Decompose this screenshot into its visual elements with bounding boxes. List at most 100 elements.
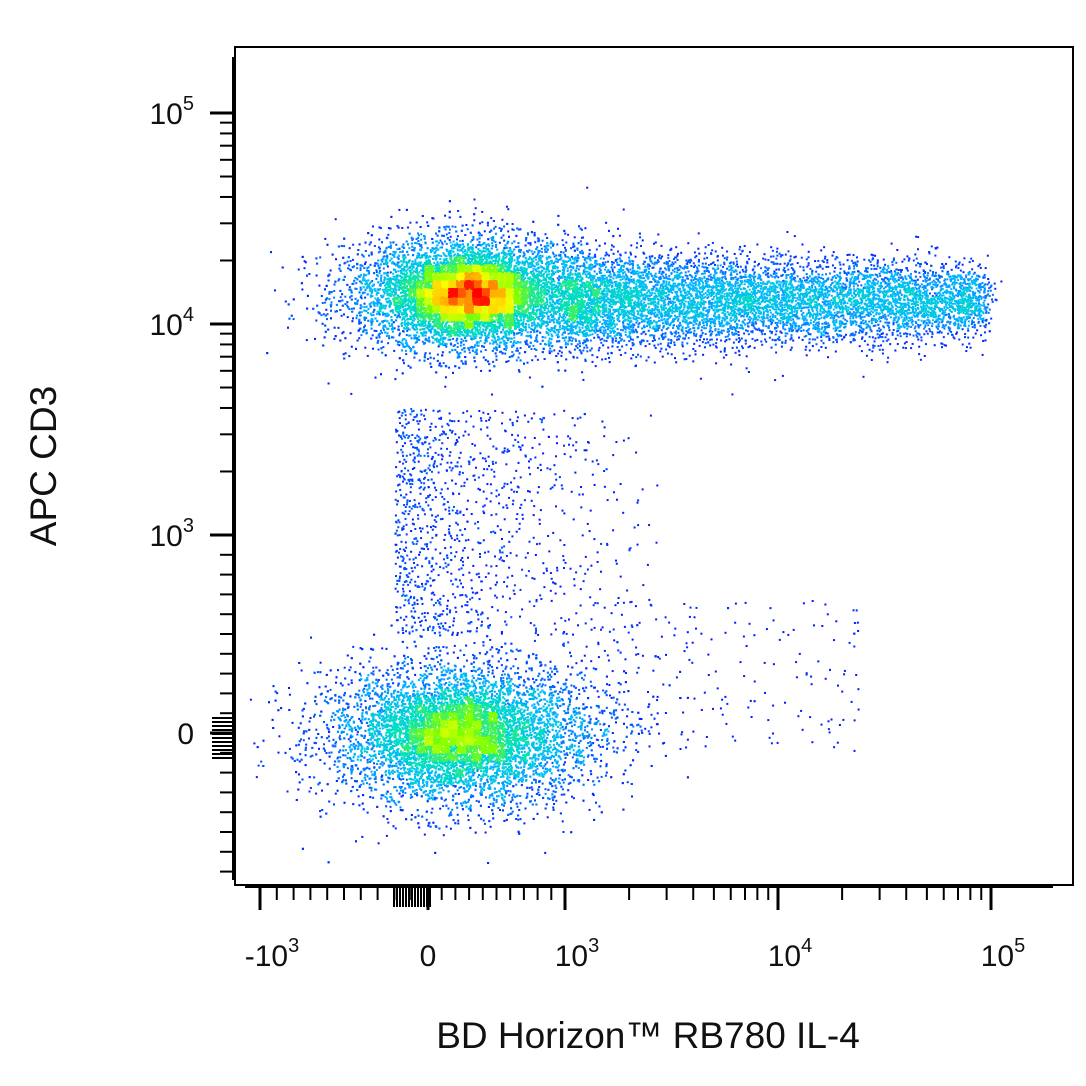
event-dot [559, 539, 561, 541]
event-dot [329, 756, 331, 758]
event-dot [599, 588, 601, 590]
event-dot [451, 537, 453, 539]
event-dot [384, 255, 386, 257]
event-dot [656, 485, 658, 487]
event-dot [621, 346, 623, 348]
event-dot [668, 622, 670, 624]
event-dot [651, 255, 653, 257]
event-dot [292, 758, 294, 760]
event-dot [480, 613, 482, 615]
event-dot [406, 647, 408, 649]
event-dot [461, 605, 463, 607]
event-dot [268, 701, 270, 703]
event-dot [791, 347, 793, 349]
event-dot [685, 335, 687, 337]
event-dot [664, 333, 666, 335]
event-dot [802, 244, 804, 246]
event-dot [549, 468, 551, 470]
event-dot [609, 631, 611, 633]
event-dot [462, 412, 464, 414]
event-dot [334, 743, 336, 745]
event-dot [548, 550, 550, 552]
event-dot [915, 330, 917, 332]
event-dot [433, 579, 435, 581]
event-dot [298, 662, 300, 664]
event-dot [262, 765, 264, 767]
event-dot [775, 352, 777, 354]
event-dot [555, 473, 557, 475]
event-dot [299, 740, 301, 742]
event-dot [424, 455, 426, 457]
event-dot [437, 515, 439, 517]
event-dot [315, 753, 317, 755]
event-dot [563, 645, 565, 647]
event-dot [508, 531, 510, 533]
event-dot [458, 569, 460, 571]
event-dot [694, 251, 696, 253]
event-dot [387, 822, 389, 824]
event-dot [419, 438, 421, 440]
event-dot [676, 255, 678, 257]
event-dot [583, 690, 585, 692]
event-dot [879, 267, 881, 269]
event-dot [472, 350, 474, 352]
event-dot [877, 263, 879, 265]
event-dot [677, 259, 679, 261]
event-dot [571, 776, 573, 778]
event-dot [328, 293, 330, 295]
event-dot [579, 349, 581, 351]
event-dot [844, 670, 846, 672]
event-dot [891, 261, 893, 263]
event-dot [534, 578, 536, 580]
event-dot [613, 629, 615, 631]
event-dot [927, 333, 929, 335]
event-dot [593, 784, 595, 786]
event-dot [649, 745, 651, 747]
event-dot [992, 301, 994, 303]
event-dot [503, 226, 505, 228]
event-dot [426, 545, 428, 547]
event-dot [771, 331, 773, 333]
event-dot [766, 628, 768, 630]
event-dot [439, 663, 441, 665]
event-dot [425, 409, 427, 411]
event-dot [340, 682, 342, 684]
event-dot [726, 339, 728, 341]
event-dot [623, 670, 625, 672]
event-dot [764, 270, 766, 272]
event-dot [882, 349, 884, 351]
event-dot [449, 413, 451, 415]
event-dot [808, 262, 810, 264]
event-dot [857, 630, 859, 632]
event-dot [297, 789, 299, 791]
event-dot [432, 218, 434, 220]
event-dot [422, 603, 424, 605]
event-dot [661, 636, 663, 638]
event-dot [396, 619, 398, 621]
event-dot [680, 697, 682, 699]
event-dot [949, 330, 951, 332]
event-dot [357, 705, 359, 707]
event-dot [356, 780, 358, 782]
event-dot [542, 351, 544, 353]
event-dot [397, 591, 399, 593]
event-dot [683, 333, 685, 335]
event-dot [790, 349, 792, 351]
event-dot [790, 255, 792, 257]
event-dot [653, 337, 655, 339]
event-dot [419, 662, 421, 664]
event-dot [435, 426, 437, 428]
event-dot [323, 743, 325, 745]
event-dot [735, 352, 737, 354]
event-dot [591, 348, 593, 350]
event-dot [675, 246, 677, 248]
event-dot [425, 469, 427, 471]
event-dot [554, 666, 556, 668]
event-dot [523, 822, 525, 824]
event-dot [770, 246, 772, 248]
event-dot [412, 604, 414, 606]
event-dot [724, 696, 726, 698]
event-dot [612, 340, 614, 342]
event-dot [594, 735, 596, 737]
event-dot [434, 460, 436, 462]
